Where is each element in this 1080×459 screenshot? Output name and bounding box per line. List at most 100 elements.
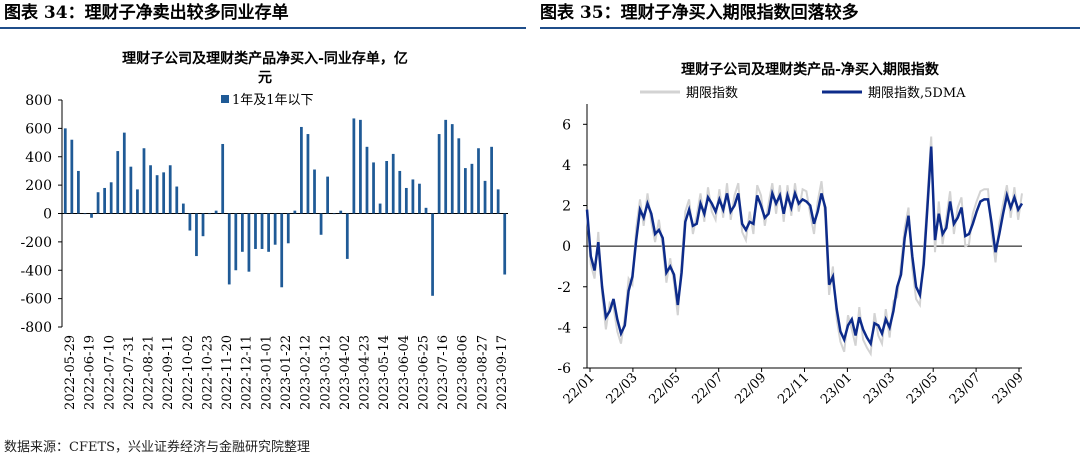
bar bbox=[503, 213, 507, 275]
bar bbox=[254, 213, 257, 249]
line-x-tick-label: 22/11 bbox=[775, 370, 812, 407]
bar bbox=[136, 189, 139, 214]
bar-x-tick-label: 2023-08-27 bbox=[475, 335, 490, 410]
line-x-tick-label: 23/03 bbox=[861, 370, 898, 407]
bar bbox=[470, 163, 474, 214]
bar bbox=[149, 165, 152, 214]
bar bbox=[63, 128, 67, 214]
bar-x-tick-label: 2023-03-12 bbox=[318, 335, 333, 410]
line-x-tick-label: 23/07 bbox=[947, 370, 984, 407]
bar-x-tick-label: 2022-05-29 bbox=[63, 335, 78, 410]
bar bbox=[306, 134, 310, 214]
line-y-tick-label: -4 bbox=[557, 320, 571, 336]
bar bbox=[385, 161, 389, 214]
bar bbox=[483, 180, 487, 214]
bar bbox=[155, 175, 159, 214]
bar-x-tick-label: 2022-09-11 bbox=[161, 335, 176, 410]
bar bbox=[286, 213, 290, 244]
bar-x-tick-label: 2023-07-16 bbox=[436, 335, 451, 410]
line-x-tick-label: 23/09 bbox=[990, 370, 1027, 407]
bar-legend-label: 1年及1年以下 bbox=[232, 93, 314, 108]
line-x-tick-label: 23/01 bbox=[818, 370, 855, 407]
bar bbox=[260, 213, 264, 249]
bar-x-tick-label: 2023-06-04 bbox=[397, 335, 412, 410]
line-y-tick-label: -2 bbox=[557, 280, 571, 296]
source-note: 数据来源：CFETS，兴业证券经济与金融研究院整理 bbox=[4, 440, 311, 455]
bar bbox=[116, 151, 120, 214]
bar-y-tick-label: -400 bbox=[21, 263, 52, 279]
header-left-rule bbox=[0, 27, 526, 29]
bar bbox=[345, 213, 349, 259]
bar-chart-title-line2: 元 bbox=[258, 70, 272, 86]
bar bbox=[411, 179, 415, 214]
bar bbox=[83, 213, 87, 215]
bar bbox=[195, 213, 198, 257]
bar-x-tick-label: 2022-10-02 bbox=[181, 335, 196, 410]
bar bbox=[365, 146, 369, 214]
bar bbox=[168, 165, 172, 214]
bar bbox=[398, 170, 402, 214]
bar bbox=[477, 148, 480, 214]
bar bbox=[313, 169, 316, 214]
bar bbox=[162, 172, 166, 214]
bar bbox=[103, 187, 106, 214]
bar-x-tick-label: 2023-01-22 bbox=[279, 335, 294, 410]
bar bbox=[457, 138, 461, 214]
bar bbox=[267, 213, 270, 252]
bar-x-tick-label: 2022-10-23 bbox=[200, 335, 215, 410]
bar bbox=[339, 210, 343, 214]
bar-x-tick-label: 2022-07-31 bbox=[122, 335, 137, 410]
line-x-tick-label: 22/05 bbox=[647, 370, 684, 407]
bar bbox=[293, 210, 297, 214]
bar bbox=[359, 119, 362, 214]
bar-x-tick-label: 2023-01-01 bbox=[259, 335, 274, 410]
legend-5dma-label: 期限指数,5DMA bbox=[868, 86, 966, 101]
bar bbox=[273, 213, 277, 245]
line-chart-title: 理财子公司及理财类产品-净买入期限指数 bbox=[681, 61, 940, 78]
bar bbox=[208, 213, 211, 215]
bar bbox=[175, 186, 179, 214]
line-x-tick-label: 22/07 bbox=[689, 370, 726, 407]
bar bbox=[352, 118, 356, 214]
line-x-tick-label: 22/09 bbox=[732, 370, 769, 407]
series-daily-line bbox=[586, 136, 1023, 357]
bar bbox=[240, 213, 244, 252]
header-right-rule bbox=[540, 27, 1080, 29]
bar bbox=[463, 168, 467, 214]
bar-x-tick-label: 2023-06-25 bbox=[416, 335, 431, 410]
bar-y-tick-label: -600 bbox=[21, 292, 52, 308]
bar-legend-swatch bbox=[221, 95, 229, 103]
bar bbox=[227, 213, 231, 285]
bar bbox=[300, 126, 303, 214]
line-x-tick-label: 23/05 bbox=[904, 370, 941, 407]
bar bbox=[378, 203, 382, 214]
bar bbox=[109, 182, 113, 214]
bar-y-tick-label: -200 bbox=[21, 235, 52, 251]
series-5dma-line bbox=[585, 146, 1024, 347]
bar-chart-title: 理财子公司及理财类产品净买入-同业存单，亿 bbox=[122, 50, 408, 67]
bar-chart: 理财子公司及理财类产品净买入-同业存单，亿 元 1年及1年以下 800 600 40… bbox=[21, 50, 510, 410]
bar bbox=[77, 170, 80, 214]
bar bbox=[437, 134, 441, 214]
bar bbox=[424, 207, 428, 214]
bar bbox=[450, 124, 454, 214]
line-y-tick-label: 6 bbox=[562, 117, 571, 133]
bar bbox=[122, 132, 126, 214]
bar bbox=[404, 187, 408, 214]
header-left-title: 图表 34：理财子净卖出较多同业存单 bbox=[4, 3, 289, 23]
bar bbox=[234, 213, 238, 271]
line-y-tick-label: -6 bbox=[557, 361, 571, 377]
line-y-tick-label: 0 bbox=[562, 239, 571, 255]
bar bbox=[221, 143, 225, 214]
bar bbox=[496, 189, 500, 214]
bar-x-tick-label: 2022-11-20 bbox=[220, 335, 235, 410]
line-x-tick-label: 22/03 bbox=[604, 370, 641, 407]
bar-x-tick-label: 2023-02-12 bbox=[299, 335, 314, 410]
bar-x-tick-label: 2022-08-21 bbox=[142, 335, 157, 410]
bar-x-tick-label: 2023-05-14 bbox=[377, 335, 392, 410]
legend-daily-label: 期限指数 bbox=[686, 86, 738, 101]
bar-x-tick-label: 2022-07-10 bbox=[102, 335, 117, 410]
bar bbox=[247, 213, 251, 272]
bar-y-tick-label: 0 bbox=[43, 207, 52, 223]
bar bbox=[319, 213, 323, 235]
